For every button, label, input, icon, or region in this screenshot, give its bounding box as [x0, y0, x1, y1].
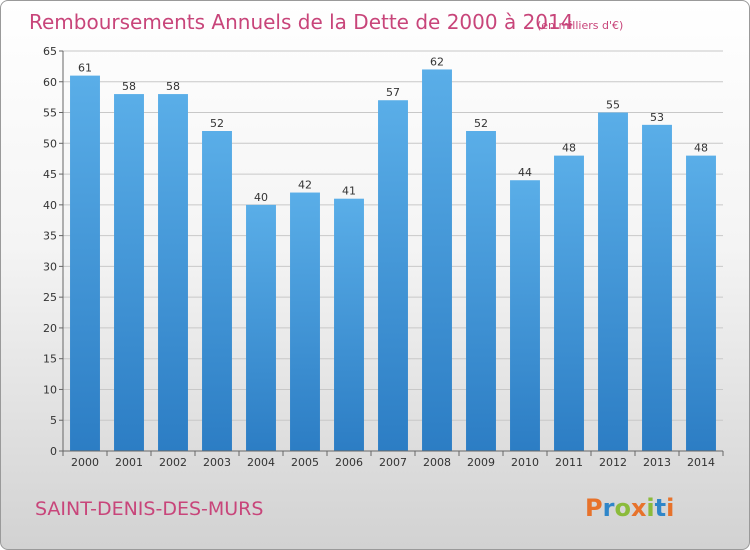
- bar: [114, 94, 144, 452]
- x-tick-label: 2007: [379, 456, 407, 469]
- bar: [202, 131, 232, 451]
- bar: [466, 131, 496, 451]
- bar-value-label: 53: [650, 111, 664, 124]
- y-tick-label: 35: [43, 230, 57, 243]
- bar: [554, 155, 584, 451]
- y-tick-label: 60: [43, 76, 57, 89]
- y-tick-label: 0: [50, 445, 57, 458]
- bar-value-label: 52: [474, 117, 488, 130]
- bar: [598, 112, 628, 452]
- bar-value-label: 41: [342, 185, 356, 198]
- x-axis-ticks: 2000 2001 2002 2003 2004 2005 2006 2007 2008 2009…: [62, 451, 724, 469]
- chart-title: Remboursements Annuels de la Dette de 20…: [29, 10, 573, 34]
- y-tick-label: 10: [43, 383, 57, 396]
- proxiti-logo: Proxiti: [585, 494, 674, 522]
- bar: [70, 75, 100, 451]
- y-tick-label: 15: [43, 353, 57, 366]
- bar: [686, 155, 716, 451]
- bar: [158, 94, 188, 452]
- bar-value-label: 58: [166, 80, 180, 93]
- bar-value-label: 62: [430, 55, 444, 68]
- x-tick-label: 2002: [159, 456, 187, 469]
- x-tick-label: 2000: [71, 456, 99, 469]
- bar-value-label: 57: [386, 86, 400, 99]
- y-tick-label: 5: [50, 414, 57, 427]
- x-tick-label: 2001: [115, 456, 143, 469]
- bar: [246, 204, 276, 451]
- x-tick-label: 2008: [423, 456, 451, 469]
- bar-value-label: 48: [562, 142, 576, 155]
- bar: [290, 192, 320, 452]
- bar-value-label: 58: [122, 80, 136, 93]
- x-tick-label: 2012: [599, 456, 627, 469]
- x-tick-label: 2011: [555, 456, 583, 469]
- bar-value-label: 52: [210, 117, 224, 130]
- bar-value-label: 44: [518, 166, 532, 179]
- x-tick-label: 2006: [335, 456, 363, 469]
- y-tick-label: 20: [43, 322, 57, 335]
- bar: [642, 124, 672, 451]
- chart-subtitle: (en milliers d'€): [537, 19, 623, 32]
- y-axis-ticks: 0 5 10 15 20 25 30 35 40 45 50 55 60 65: [43, 45, 63, 458]
- bars: 61 58 58 52 40 42 41 57 62 52 44 48 55 53 48: [70, 55, 716, 452]
- x-tick-label: 2014: [687, 456, 715, 469]
- y-tick-label: 55: [43, 107, 57, 120]
- bar: [510, 180, 540, 451]
- x-tick-label: 2009: [467, 456, 495, 469]
- y-tick-label: 25: [43, 291, 57, 304]
- bar: [378, 100, 408, 451]
- bar-value-label: 40: [254, 191, 268, 204]
- bar-value-label: 42: [298, 179, 312, 192]
- place-name: SAINT-DENIS-DES-MURS: [35, 498, 263, 520]
- bar-value-label: 61: [78, 62, 92, 75]
- x-tick-label: 2004: [247, 456, 275, 469]
- x-tick-label: 2010: [511, 456, 539, 469]
- y-tick-label: 40: [43, 199, 57, 212]
- x-tick-label: 2005: [291, 456, 319, 469]
- y-tick-label: 45: [43, 168, 57, 181]
- bar-value-label: 55: [606, 99, 620, 112]
- bar: [334, 198, 364, 451]
- y-tick-label: 65: [43, 45, 57, 58]
- y-tick-label: 50: [43, 137, 57, 150]
- x-tick-label: 2013: [643, 456, 671, 469]
- bar-value-label: 48: [694, 142, 708, 155]
- x-tick-label: 2003: [203, 456, 231, 469]
- y-tick-label: 30: [43, 260, 57, 273]
- bar: [422, 69, 452, 451]
- axes: [62, 51, 723, 452]
